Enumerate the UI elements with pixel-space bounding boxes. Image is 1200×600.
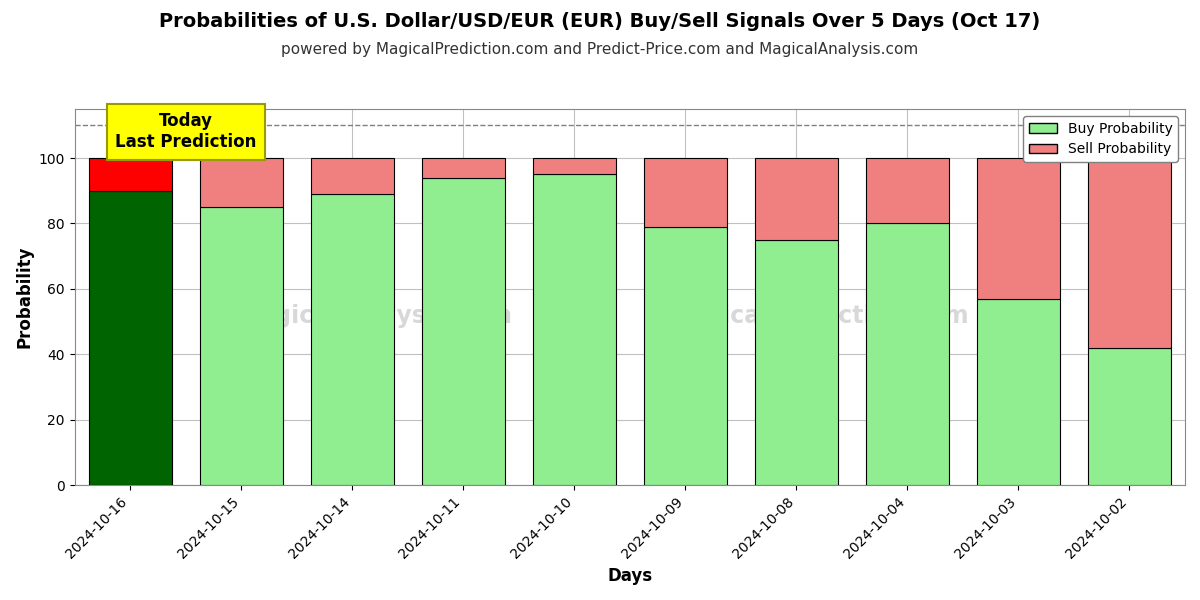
Bar: [311, 158, 394, 194]
Bar: [1088, 348, 1171, 485]
Bar: [199, 207, 283, 485]
Legend: Buy Probability, Sell Probability: Buy Probability, Sell Probability: [1024, 116, 1178, 162]
Bar: [89, 158, 172, 191]
Bar: [977, 299, 1060, 485]
Bar: [1088, 158, 1171, 348]
Text: MagicalPrediction.com: MagicalPrediction.com: [667, 304, 970, 328]
Text: Probabilities of U.S. Dollar/USD/EUR (EUR) Buy/Sell Signals Over 5 Days (Oct 17): Probabilities of U.S. Dollar/USD/EUR (EU…: [160, 12, 1040, 31]
Bar: [311, 194, 394, 485]
Bar: [89, 191, 172, 485]
Text: Today
Last Prediction: Today Last Prediction: [115, 112, 257, 151]
Bar: [643, 227, 727, 485]
Bar: [755, 158, 838, 240]
Bar: [421, 158, 505, 178]
Bar: [865, 158, 949, 223]
Bar: [199, 158, 283, 207]
Text: powered by MagicalPrediction.com and Predict-Price.com and MagicalAnalysis.com: powered by MagicalPrediction.com and Pre…: [281, 42, 919, 57]
Bar: [643, 158, 727, 227]
X-axis label: Days: Days: [607, 567, 653, 585]
Bar: [533, 175, 616, 485]
Bar: [533, 158, 616, 175]
Bar: [755, 240, 838, 485]
Bar: [421, 178, 505, 485]
Bar: [865, 223, 949, 485]
Text: MagicalAnalysis.com: MagicalAnalysis.com: [236, 304, 512, 328]
Y-axis label: Probability: Probability: [16, 246, 34, 349]
Bar: [977, 158, 1060, 299]
